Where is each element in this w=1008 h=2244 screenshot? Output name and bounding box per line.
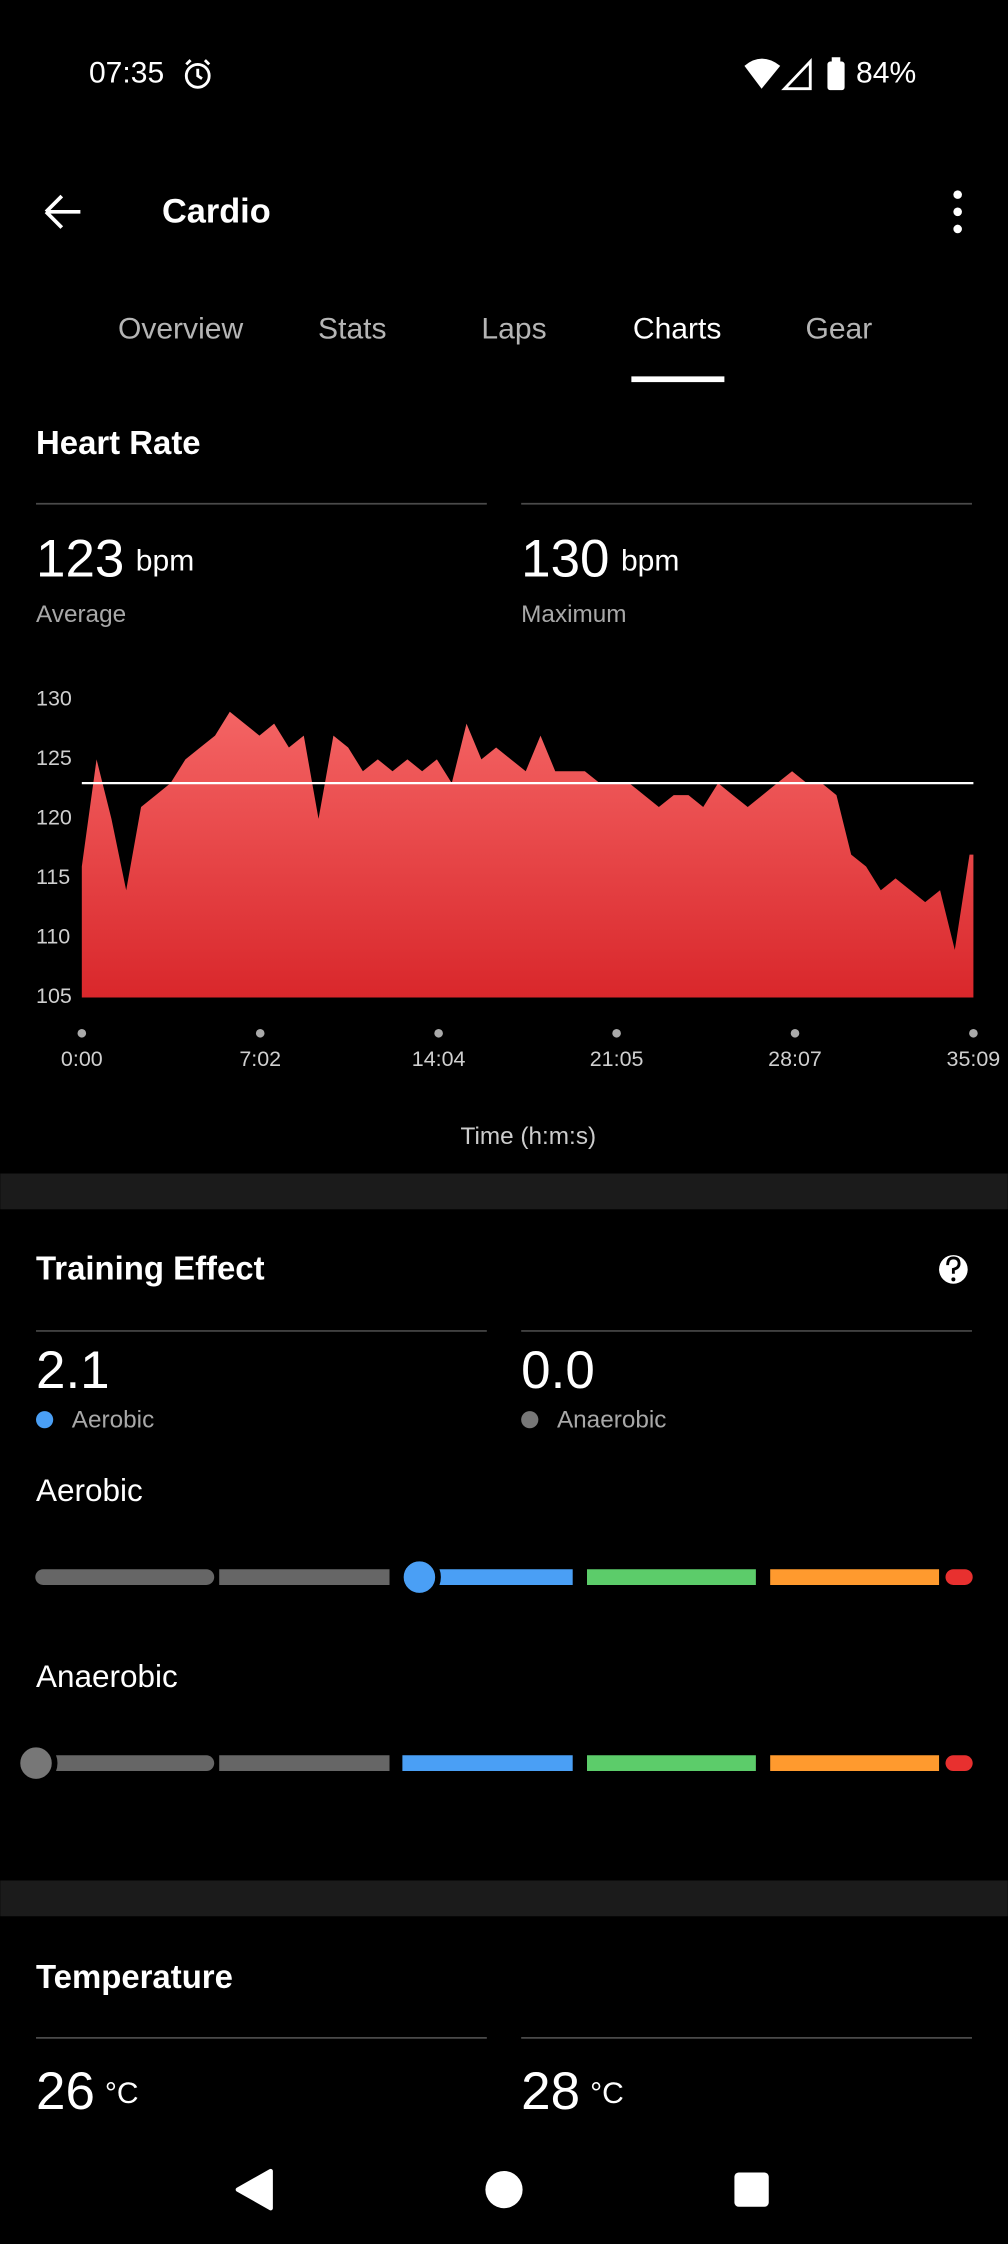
alarm-icon [184,59,211,89]
signal-icon [781,57,812,91]
menu-button[interactable] [953,190,962,234]
stat-unit: °C [105,2077,139,2110]
stat-value: 28 °C [521,2062,624,2121]
x-tick-label: 21:05 [590,1047,644,1071]
y-tick-label: 125 [36,746,72,770]
stat-unit: bpm [136,544,194,577]
section-title: Heart Rate [36,424,201,461]
tab[interactable]: Charts [633,313,722,346]
heart-rate-chart: 105 110 115 120 125 130 0:00 7:02 14:04 21:05 28:0… [36,686,1000,1071]
y-tick-label: 105 [36,984,72,1008]
scale-marker [14,1741,58,1785]
x-tick-label: 14:04 [412,1047,466,1071]
y-tick-label: 110 [36,925,70,949]
section-separator [0,1880,1008,1917]
section-title: Training Effect [36,1250,265,1287]
stat-value: 26 °C [36,2062,139,2121]
legend-dot [36,1411,54,1429]
scale-title: Aerobic [36,1473,143,1508]
x-tick-mark [790,1028,800,1038]
status-time: 07:35 [89,56,164,89]
stat-number: 123 [36,529,124,588]
x-axis-label: Time (h:m:s) [461,1123,597,1150]
tab[interactable]: Overview [118,313,244,346]
stat-label: Anaerobic [557,1407,666,1434]
tab[interactable]: Laps [481,313,546,346]
stat-label: Maximum [521,601,626,628]
scale-title: Anaerobic [36,1659,178,1694]
stat-label: Aerobic [72,1407,154,1434]
battery-level: 84% [856,56,916,89]
y-tick-label: 120 [36,806,72,830]
scale-marker [397,1555,441,1599]
stat-value: 0.0 [521,1341,595,1400]
stat-value: 2.1 [36,1341,110,1400]
stat-unit: °C [590,2077,624,2110]
nav-back[interactable] [235,2168,273,2211]
x-tick-label: 28:07 [768,1047,822,1071]
x-tick-mark [612,1028,621,1038]
stat-number: 26 [36,2062,95,2121]
stat-value: 123 bpm [36,529,194,588]
x-tick-mark [255,1028,265,1038]
section-separator [0,1173,1008,1210]
stat-number: 130 [521,529,609,588]
app-title: Cardio [162,192,271,230]
x-tick-mark [969,1028,978,1038]
x-tick-label: 7:02 [239,1047,281,1071]
legend-dot [521,1411,539,1429]
section-title: Temperature [36,1958,233,1995]
heart-rate-area [81,711,974,998]
y-tick-label: 115 [36,865,70,889]
tab-indicator [631,376,725,383]
battery-icon [827,57,845,91]
y-tick-label: 130 [36,686,72,710]
x-tick-mark [434,1028,443,1038]
x-tick-label: 0:00 [61,1047,103,1071]
back-button[interactable] [44,194,81,229]
stat-label: Average [36,601,126,628]
stat-value: 130 bpm [521,529,679,588]
help-button[interactable] [939,1255,968,1284]
x-tick-label: 35:09 [947,1047,1001,1071]
tab[interactable]: Stats [318,313,386,346]
tab[interactable]: Gear [805,313,872,346]
stat-number: 28 [521,2062,580,2121]
nav-recents[interactable] [734,2172,769,2207]
x-tick-mark [77,1028,87,1038]
stat-unit: bpm [621,544,679,577]
nav-home[interactable] [485,2171,523,2209]
wifi-icon [744,58,781,89]
